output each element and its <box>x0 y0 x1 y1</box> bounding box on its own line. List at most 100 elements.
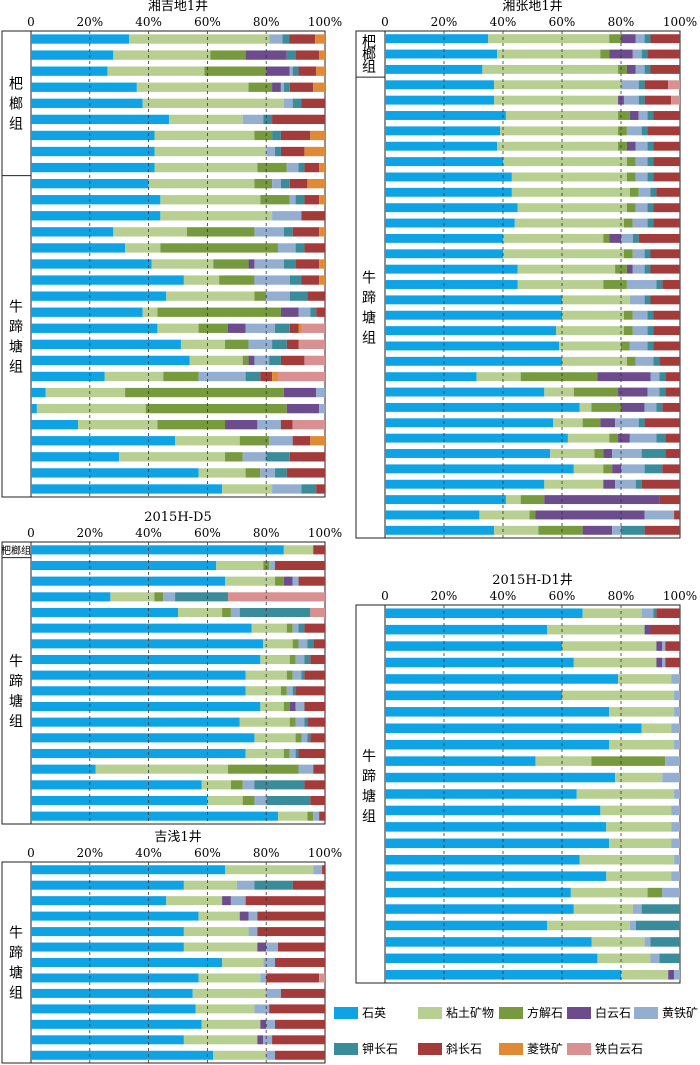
legend-label: 菱铁矿 <box>527 1042 563 1056</box>
bar-segment <box>292 66 299 76</box>
bar-segment <box>298 748 325 759</box>
bar-segment <box>315 34 325 44</box>
bar-segment <box>626 356 636 366</box>
bar-segment <box>319 162 325 173</box>
bar-segment <box>629 111 639 120</box>
bar-segment <box>638 95 645 105</box>
bar-segment <box>615 479 636 489</box>
bar-segment <box>621 525 645 535</box>
bar-segment <box>198 911 240 921</box>
chart-panel: 2015H-D1井 0 20% 40% 60% 80% 100% 牛蹄塘组 <box>355 573 697 984</box>
bar-segment <box>157 307 281 317</box>
bar-segment <box>277 811 308 821</box>
bar-segment <box>635 172 648 182</box>
bar-segment <box>227 592 325 602</box>
bar-segment <box>603 280 627 289</box>
bar-segment <box>385 854 580 865</box>
bar-segment <box>385 34 489 44</box>
bar-segment <box>239 436 270 446</box>
bar-segment <box>282 34 290 44</box>
bar-segment <box>254 179 273 189</box>
bar-segment <box>520 372 598 382</box>
bar-segment <box>618 141 627 151</box>
bar-segment <box>31 795 208 806</box>
bar-segment <box>304 717 308 727</box>
bar-segment <box>520 495 545 505</box>
bar-segment <box>245 686 281 696</box>
bar-segment <box>304 623 325 633</box>
bar-segment <box>225 420 258 430</box>
bar-segment <box>385 141 498 151</box>
bar-segment <box>222 896 231 906</box>
bar-segment <box>286 162 299 173</box>
bar-segment <box>301 670 305 680</box>
bar-segment <box>618 387 648 397</box>
bar-segment <box>644 34 651 44</box>
bar-segment <box>280 355 305 366</box>
bar-segment <box>629 920 636 931</box>
bar-segment <box>632 249 645 259</box>
bar-segment <box>31 545 284 555</box>
bar-segment <box>313 811 320 821</box>
bar-segment <box>385 295 562 305</box>
bar-segment <box>319 811 325 821</box>
bar-segment <box>31 623 252 633</box>
bar-segment <box>283 227 293 237</box>
bar-segment <box>31 958 223 967</box>
bar-segment <box>236 880 255 890</box>
unit-label: 牛蹄塘组 <box>9 654 23 730</box>
legend-swatch <box>499 1043 523 1055</box>
bar-segment <box>166 291 255 301</box>
bar-segment <box>254 275 290 285</box>
bar-segment <box>556 326 624 336</box>
bar-segment <box>277 942 325 952</box>
bar-segment <box>225 339 249 349</box>
bar-segment <box>266 988 281 998</box>
bar-segment <box>656 402 663 412</box>
bar-segment <box>289 748 296 759</box>
bar-segment <box>635 64 645 74</box>
bar-segment <box>260 973 267 983</box>
bar-segment <box>618 674 672 684</box>
bar-segment <box>641 479 680 489</box>
bar-segment <box>385 723 642 734</box>
bar-segment <box>272 339 287 349</box>
bar-segment <box>653 157 680 167</box>
bar-segment <box>623 249 633 259</box>
bar-segment <box>189 355 243 366</box>
bar-segment <box>295 50 320 60</box>
bar-segment <box>31 701 261 712</box>
bar-segment <box>668 970 675 980</box>
bar-segment <box>31 403 37 414</box>
bar-segment <box>385 495 506 505</box>
bar-segment <box>292 576 299 586</box>
bar-segment <box>385 233 503 243</box>
bar-segment <box>207 795 243 806</box>
bar-segment <box>31 1035 184 1045</box>
bar-segment <box>298 764 314 774</box>
bar-segment <box>283 545 314 555</box>
bar-segment <box>635 479 642 489</box>
bar-segment <box>289 654 296 665</box>
bar-segment <box>385 264 518 274</box>
bar-segment <box>603 464 613 474</box>
legend-item: 粘土矿物 <box>418 1005 494 1020</box>
bar-segment <box>385 657 574 668</box>
bar-segment <box>385 953 598 964</box>
legend-item: 斜长石 <box>418 1042 482 1056</box>
bar-segment <box>31 114 170 125</box>
bar-segment <box>665 756 680 766</box>
x-tick-label: 20% <box>76 526 103 540</box>
bar-segment <box>154 162 258 173</box>
bar-segment <box>154 130 255 141</box>
bar-segment <box>385 937 592 947</box>
bar-segment <box>488 34 610 44</box>
bar-segment <box>653 341 680 351</box>
bar-segment <box>623 95 639 105</box>
bar-segment <box>653 608 657 618</box>
bar-segment <box>615 772 663 783</box>
bar-segment <box>242 780 255 790</box>
bar-segment <box>31 748 246 759</box>
bar-segment <box>286 339 299 349</box>
